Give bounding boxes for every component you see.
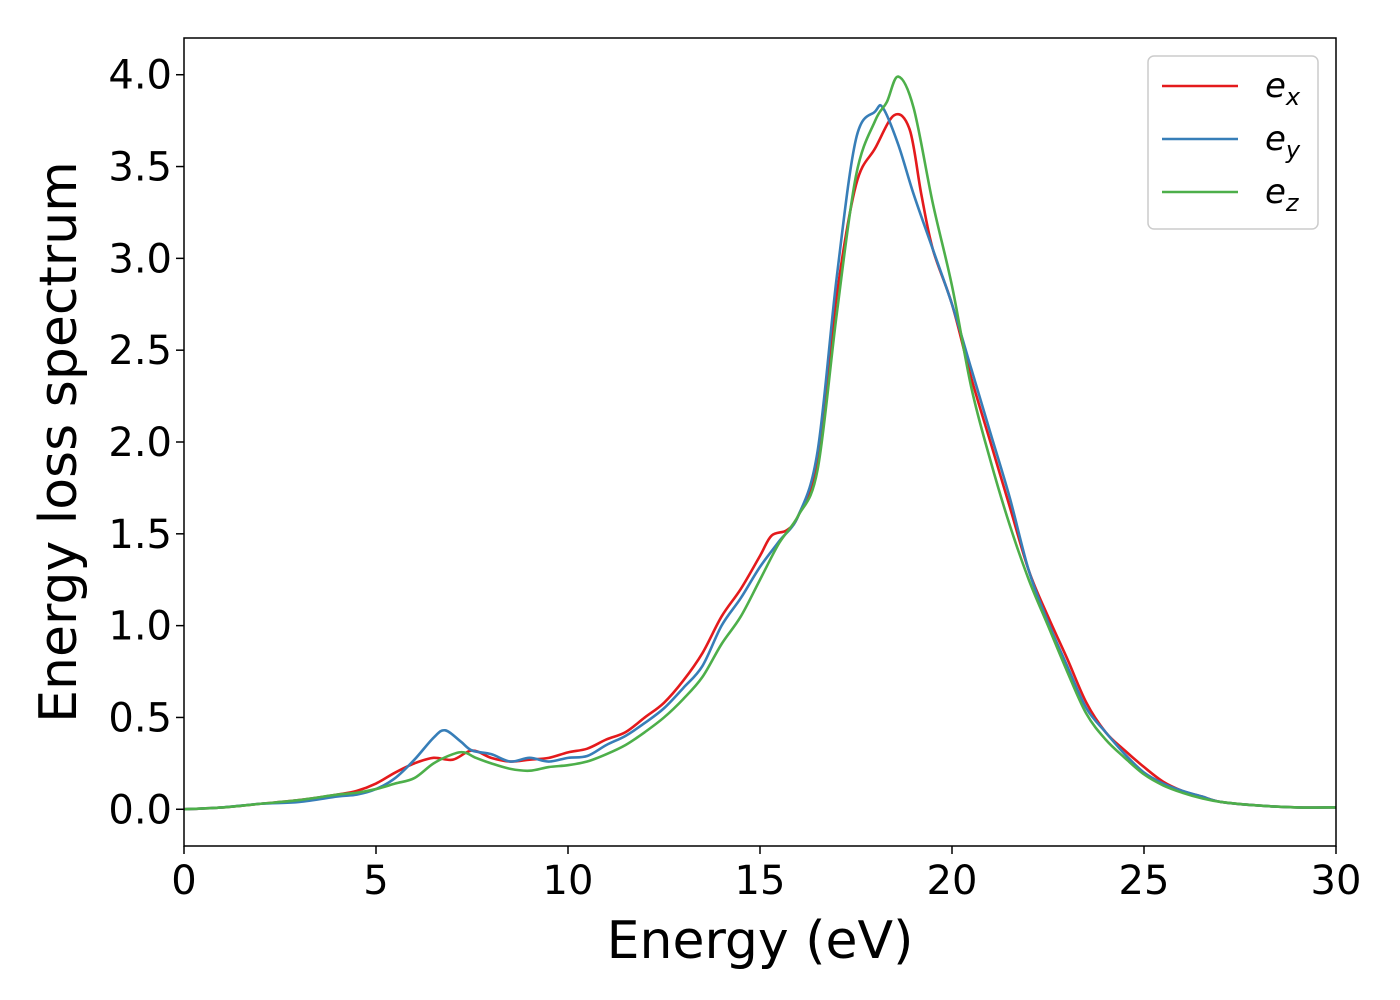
x-tick-label: 30 bbox=[1311, 858, 1362, 904]
y-tick-label: 0.0 bbox=[108, 787, 172, 833]
y-tick-label: 1.0 bbox=[108, 604, 172, 650]
y-tick-label: 2.5 bbox=[108, 328, 172, 374]
x-tick-label: 5 bbox=[363, 858, 388, 904]
y-tick-label: 2.0 bbox=[108, 420, 172, 466]
x-tick-label: 15 bbox=[735, 858, 786, 904]
legend-box bbox=[1147, 55, 1319, 230]
legend-label-e-x: ex bbox=[1265, 66, 1301, 111]
legend-label-e-y: ey bbox=[1265, 119, 1301, 164]
x-tick-label: 0 bbox=[171, 858, 196, 904]
series-line-e-z bbox=[184, 75, 1336, 811]
legend-items: ex ey ez bbox=[1162, 66, 1301, 217]
y-tick-label: 1.5 bbox=[108, 512, 172, 558]
y-axis-label: Energy loss spectrum bbox=[29, 161, 89, 723]
x-tick-label: 20 bbox=[927, 858, 978, 904]
y-tick-label: 3.0 bbox=[108, 236, 172, 282]
y-axis-ticks: 0.0 0.5 1.0 1.5 2.0 2.5 3.0 3.5 4.0 bbox=[108, 53, 184, 833]
x-tick-label: 10 bbox=[543, 858, 594, 904]
y-tick-label: 4.0 bbox=[108, 53, 172, 99]
legend-label-e-z: ez bbox=[1265, 172, 1300, 217]
x-axis-ticks: 0 5 10 15 20 25 30 bbox=[171, 846, 1361, 904]
y-tick-label: 0.5 bbox=[108, 695, 172, 741]
legend: ex ey ez bbox=[1147, 55, 1319, 230]
x-tick-label: 25 bbox=[1119, 858, 1170, 904]
x-axis-label: Energy (eV) bbox=[607, 911, 914, 971]
series-layer bbox=[184, 75, 1336, 811]
y-tick-label: 3.5 bbox=[108, 145, 172, 191]
